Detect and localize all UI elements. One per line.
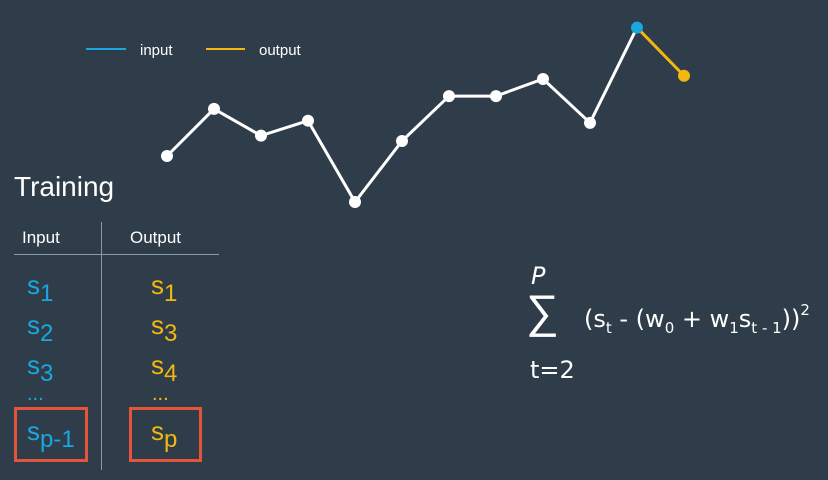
output-ellipsis: ... <box>152 383 169 405</box>
training-title: Training <box>14 171 115 202</box>
series-point <box>443 90 455 103</box>
input-series-line <box>165 26 639 205</box>
input-cell-3: s3 <box>27 350 54 387</box>
series-point <box>396 135 408 148</box>
series-point <box>161 150 173 162</box>
input-ellipsis: ... <box>27 383 44 405</box>
table-header-divider <box>14 254 219 255</box>
output-cell-2: s3 <box>151 310 178 347</box>
output-cell-last: sp <box>151 416 178 453</box>
output-column-header: Output <box>130 228 182 247</box>
legend: input output <box>86 42 302 59</box>
legend-output-label: output <box>259 42 302 59</box>
output-cell-3: s4 <box>151 350 178 387</box>
series-point <box>584 116 596 129</box>
input-column-header: Input <box>22 228 60 247</box>
series-point <box>490 90 502 103</box>
series-point <box>255 129 267 142</box>
output-point <box>678 69 690 82</box>
sum-upper-limit: P <box>531 262 546 290</box>
input-cell-2: s2 <box>27 310 54 347</box>
input-highlight-box <box>14 407 88 462</box>
input-final-point <box>631 21 643 34</box>
series-point <box>302 114 314 127</box>
output-cell-1: s1 <box>151 270 178 307</box>
input-cell-last: sp-1 <box>27 416 75 453</box>
output-highlight-box <box>129 407 202 462</box>
squared-error-expression: (st - (w0 + w1st - 1))2 <box>584 301 810 337</box>
series-layer <box>161 21 690 209</box>
series-point <box>537 72 549 85</box>
output-series-line <box>635 26 686 77</box>
sigma-symbol: ∑ <box>526 284 559 338</box>
legend-input-label: input <box>140 42 173 59</box>
series-point <box>208 102 220 115</box>
input-cell-1: s1 <box>27 270 54 307</box>
series-point <box>349 196 361 209</box>
sum-lower-limit: t=2 <box>530 356 575 384</box>
table-column-divider <box>101 222 102 470</box>
